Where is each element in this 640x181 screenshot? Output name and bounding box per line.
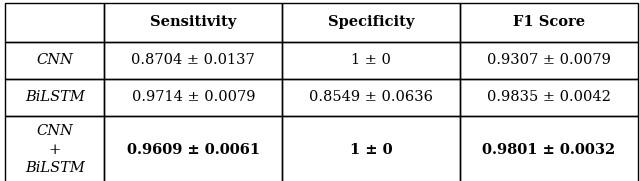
Bar xyxy=(460,3,638,42)
Bar xyxy=(282,116,460,181)
Text: 0.8549 ± 0.0636: 0.8549 ± 0.0636 xyxy=(309,90,433,104)
Bar xyxy=(104,42,282,79)
Bar xyxy=(5,116,104,181)
Text: Sensitivity: Sensitivity xyxy=(150,15,236,29)
Text: 0.8704 ± 0.0137: 0.8704 ± 0.0137 xyxy=(131,53,255,67)
Text: 1 ± 0: 1 ± 0 xyxy=(351,53,391,67)
Bar xyxy=(282,42,460,79)
Text: 0.9801 ± 0.0032: 0.9801 ± 0.0032 xyxy=(483,143,616,157)
Text: F1 Score: F1 Score xyxy=(513,15,585,29)
Text: Specificity: Specificity xyxy=(328,15,414,29)
Bar xyxy=(5,42,104,79)
Text: 0.9609 ± 0.0061: 0.9609 ± 0.0061 xyxy=(127,143,260,157)
Bar xyxy=(460,79,638,116)
Text: 0.9714 ± 0.0079: 0.9714 ± 0.0079 xyxy=(132,90,255,104)
Bar xyxy=(460,116,638,181)
Bar xyxy=(104,3,282,42)
Bar xyxy=(282,79,460,116)
Bar xyxy=(5,3,104,42)
Text: 0.9835 ± 0.0042: 0.9835 ± 0.0042 xyxy=(487,90,611,104)
Text: 1 ± 0: 1 ± 0 xyxy=(350,143,392,157)
Text: 0.9307 ± 0.0079: 0.9307 ± 0.0079 xyxy=(487,53,611,67)
Text: BiLSTM: BiLSTM xyxy=(25,90,84,104)
Bar xyxy=(282,3,460,42)
Text: CNN
+
BiLSTM: CNN + BiLSTM xyxy=(25,124,84,175)
Bar xyxy=(104,116,282,181)
Bar xyxy=(5,79,104,116)
Bar xyxy=(460,42,638,79)
Bar xyxy=(104,79,282,116)
Text: CNN: CNN xyxy=(36,53,73,67)
